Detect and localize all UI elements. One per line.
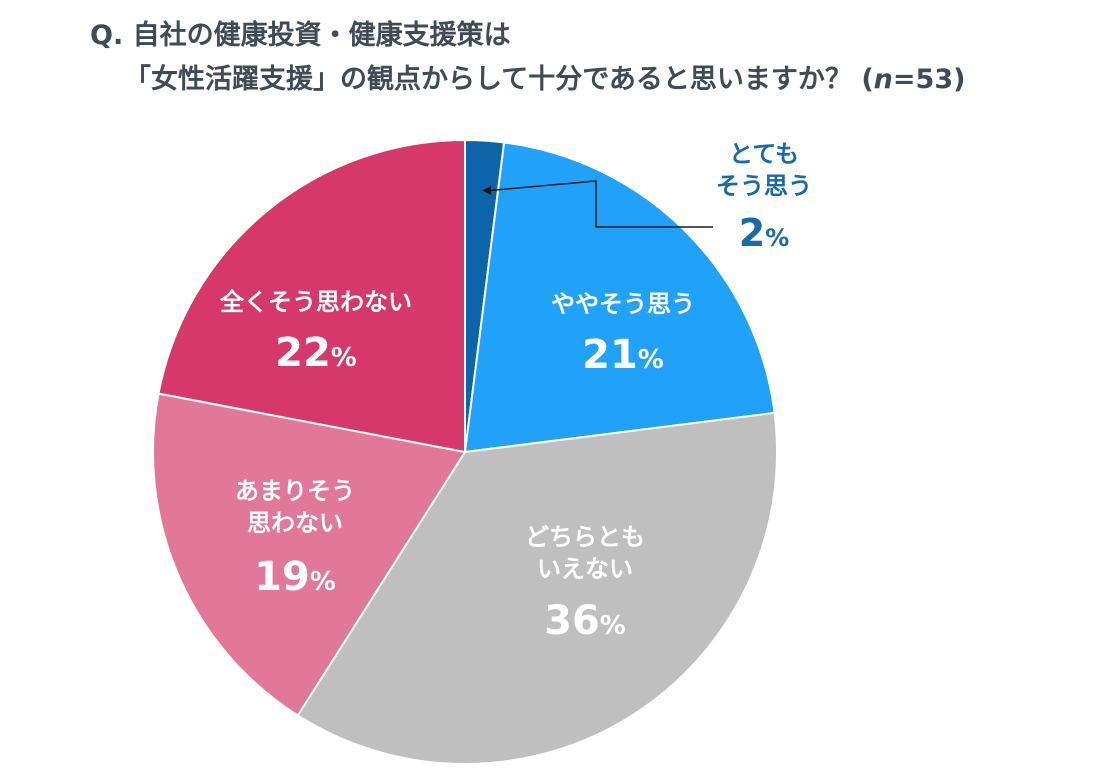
pie-slices: [152, 138, 778, 766]
slice-value-number: 19: [254, 554, 310, 600]
slice-value-label: 19%: [254, 554, 336, 600]
slice-value-number: 21: [582, 332, 638, 378]
slice-value-number: 22: [275, 330, 331, 376]
title-line2-main: 「女性活躍支援」の観点からして十分であると思いますか？: [124, 64, 852, 95]
slice-label-5: 全くそう思わない 22%: [219, 288, 412, 376]
title-sample-var: n: [873, 64, 893, 95]
slice-value-label: 36%: [544, 598, 626, 644]
slice-label-text: どちらとも: [525, 523, 645, 551]
pie-slice-3: [296, 411, 778, 766]
slice-label-text: 思わない: [247, 509, 343, 537]
title-sample-rest: =53): [892, 64, 966, 95]
slice-value-unit: %: [600, 611, 626, 641]
slice-value-label: 22%: [275, 330, 357, 376]
pie-slice-5: [157, 138, 466, 454]
title-sample-open: (: [861, 64, 874, 95]
chart-title: Q. 自社の健康投資・健康支援策は 「女性活躍支援」の観点からして十分であると思…: [90, 14, 965, 102]
slice-value-unit: %: [331, 343, 357, 373]
slice-value-unit: %: [310, 567, 336, 597]
slice-label-text: 全くそう思わない: [219, 288, 412, 316]
slice-value-number: 36: [544, 598, 600, 644]
slice-label-2: ややそう思う 21%: [551, 290, 695, 378]
slice-label-text: あまりそう: [235, 477, 355, 505]
slice-label-text: そう思う: [716, 172, 812, 200]
title-line1: Q. 自社の健康投資・健康支援策は: [90, 20, 511, 51]
title-line2: 「女性活躍支援」の観点からして十分であると思いますか？ (n=53): [90, 58, 965, 102]
leader-line: [490, 180, 713, 228]
pie-slice-4: [152, 392, 467, 717]
pie-slice-2: [463, 141, 776, 454]
slice-value-label: 2%: [739, 211, 790, 255]
slice-value-unit: %: [638, 345, 664, 375]
slice-label-text: ややそう思う: [551, 290, 695, 318]
slice-value-number: 2: [739, 211, 765, 255]
leader-arrow: [482, 186, 492, 195]
slice-value-unit: %: [765, 224, 789, 252]
slice-label-text: いえない: [537, 555, 633, 583]
slice-value-label: 21%: [582, 332, 664, 378]
slice-label-text: とても: [729, 140, 799, 168]
